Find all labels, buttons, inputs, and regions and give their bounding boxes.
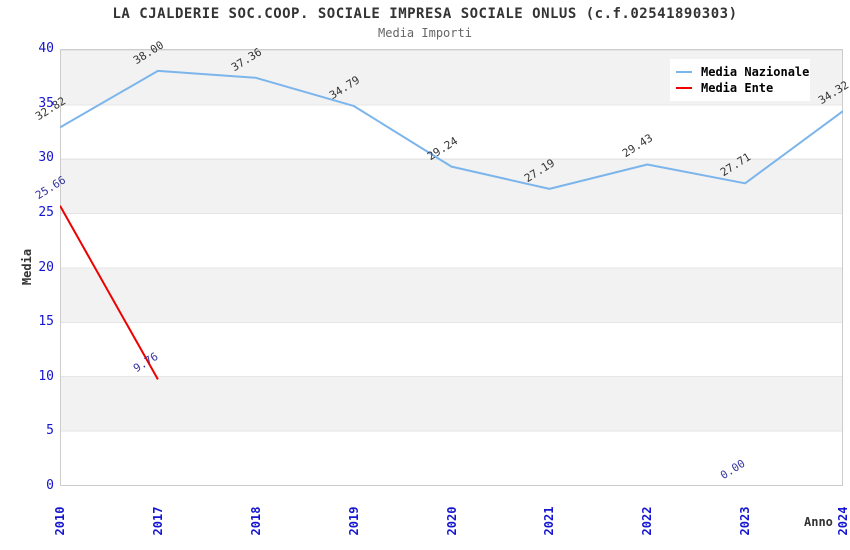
y-axis-tick-label: 15: [38, 314, 54, 330]
x-axis-tick-label: 2018: [248, 506, 263, 536]
legend-label: Media Nazionale: [701, 65, 810, 79]
x-axis-tick-label: 2019: [346, 506, 361, 536]
legend: Media Nazionale Media Ente: [670, 59, 810, 101]
legend-line-swatch: [676, 71, 692, 73]
y-axis-tick-label: 20: [38, 259, 54, 275]
x-axis-tick-label: 2024: [836, 506, 850, 536]
x-axis-tick-label: 2022: [640, 506, 655, 536]
y-axis-tick-label: 30: [38, 150, 54, 166]
y-axis-tick-label: 10: [38, 368, 54, 384]
legend-line-swatch: [676, 87, 692, 89]
series-line-media-nazionale: [60, 69, 843, 190]
x-axis-tick-label: 2023: [738, 506, 753, 536]
x-axis-tick-label: 2021: [542, 506, 557, 536]
series-line-media-ente: [60, 205, 159, 380]
series-lines: [60, 69, 843, 380]
legend-item-media-ente[interactable]: Media Ente: [676, 81, 810, 95]
y-axis-tick-label: 0: [46, 478, 54, 493]
x-axis-tick-label: 2020: [444, 506, 459, 536]
x-axis-title: Anno: [804, 515, 833, 529]
y-axis-tick-label: 35: [38, 95, 54, 111]
y-axis-tick-label: 5: [46, 423, 54, 439]
y-axis-tick-label: 25: [38, 204, 54, 220]
plot-area: [60, 49, 843, 486]
chart-title: LA CJALDERIE SOC.COOP. SOCIALE IMPRESA S…: [112, 6, 738, 22]
chart-subtitle: Media Importi: [378, 26, 472, 40]
x-axis-tick-label: 2010: [53, 506, 67, 536]
x-axis-tick-label: 2017: [150, 506, 165, 536]
y-axis-tick-label: 40: [38, 41, 54, 56]
legend-item-media-nazionale[interactable]: Media Nazionale: [676, 65, 810, 79]
legend-label: Media Ente: [701, 81, 774, 95]
